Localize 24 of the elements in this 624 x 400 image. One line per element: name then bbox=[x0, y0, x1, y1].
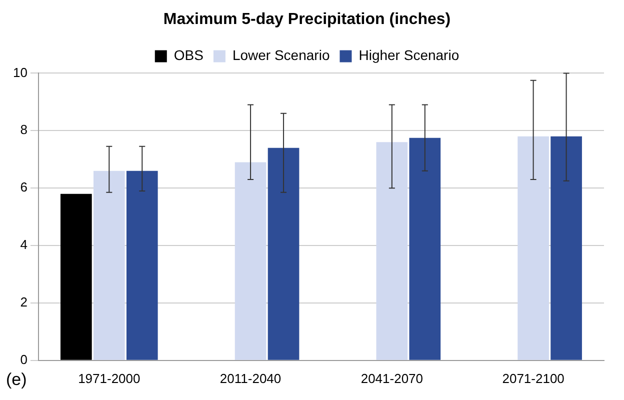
bar bbox=[550, 136, 582, 360]
y-tick-label: 4 bbox=[20, 237, 28, 252]
text: (e) bbox=[6, 370, 27, 390]
y-tick-label: 0 bbox=[20, 352, 28, 367]
bar bbox=[126, 170, 158, 360]
bar bbox=[93, 170, 125, 360]
y-tick-label: 2 bbox=[20, 294, 28, 310]
y-tick-label: 6 bbox=[20, 180, 28, 195]
bar bbox=[60, 194, 92, 360]
y-tick-label: 10 bbox=[12, 64, 28, 80]
x-tick-label: 2041-2070 bbox=[360, 370, 424, 386]
chart-title: Maximum 5-day Precipitation (inches) bbox=[163, 11, 451, 28]
y-tick-label: 8 bbox=[20, 122, 28, 138]
x-tick-label: 1971-2000 bbox=[78, 370, 140, 386]
bar bbox=[376, 142, 408, 360]
legend-label: Higher Scenario bbox=[358, 47, 460, 64]
bar bbox=[234, 162, 266, 360]
legend-label: OBS bbox=[174, 47, 204, 64]
bar bbox=[518, 136, 549, 360]
bar bbox=[268, 148, 300, 360]
legend-label: Lower Scenario bbox=[232, 47, 330, 64]
x-tick-label: 2011-2040 bbox=[220, 370, 282, 386]
x-tick-label: 2071-2100 bbox=[502, 370, 564, 386]
bar bbox=[409, 138, 441, 360]
